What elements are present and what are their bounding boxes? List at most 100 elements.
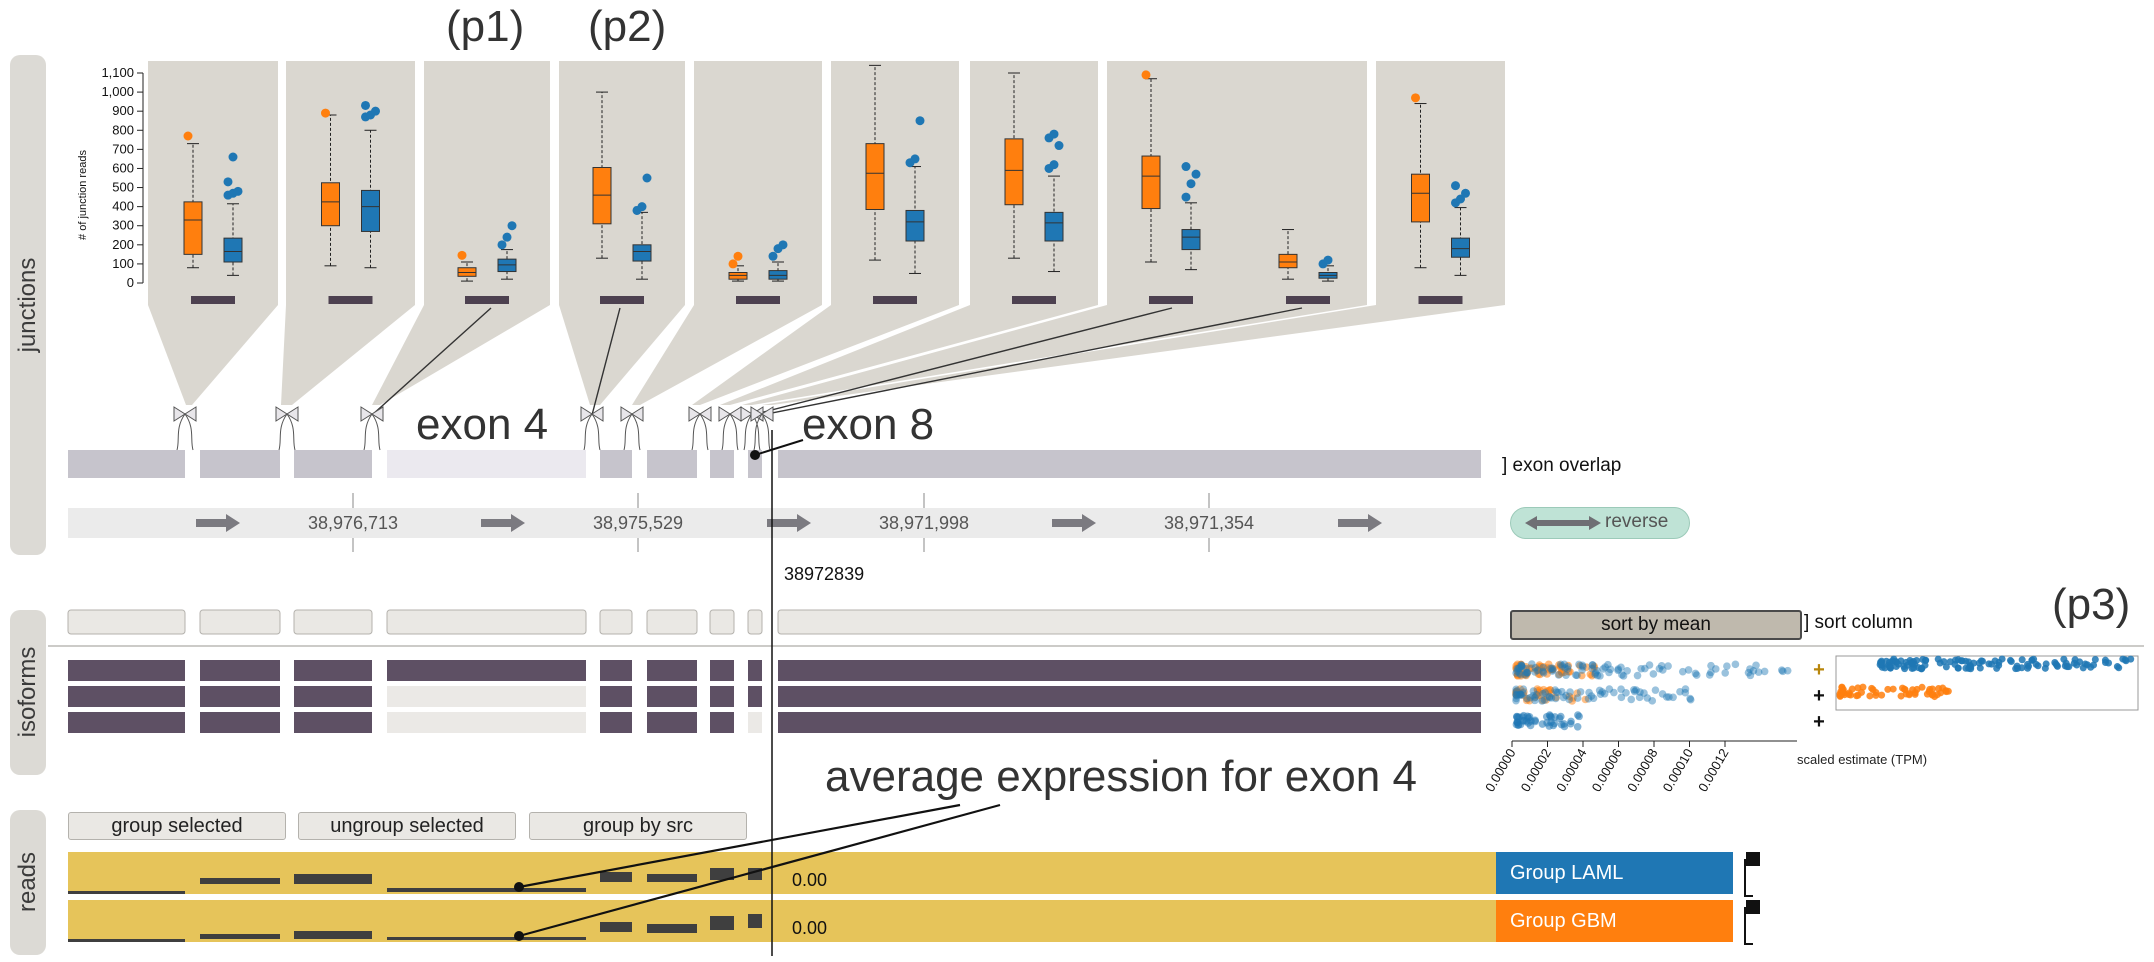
- outlier-point: [1461, 188, 1470, 198]
- bowtie-stem: [721, 413, 739, 451]
- junction-panel-1[interactable]: [148, 61, 278, 405]
- bowtie-right: [371, 406, 384, 422]
- outlier-point: [457, 250, 467, 260]
- detail-point: [2030, 655, 2038, 663]
- expand-isoform-3-icon[interactable]: +: [1813, 711, 1825, 733]
- detail-point: [1899, 684, 1907, 692]
- detail-point: [1854, 691, 1862, 699]
- expression-point: [1610, 688, 1618, 697]
- junction-panel-2[interactable]: [281, 61, 415, 405]
- expression-point: [1648, 697, 1657, 705]
- expression-point: [1523, 668, 1531, 677]
- bowtie-left: [750, 406, 763, 422]
- expression-point: [1526, 693, 1534, 702]
- group-by-src-button[interactable]: group by src: [529, 812, 747, 840]
- junction-panel-3[interactable]: [372, 61, 550, 405]
- outlier-point: [1323, 255, 1333, 265]
- sort-by-mean-label: sort by mean: [1601, 614, 1711, 635]
- expression-point: [1552, 693, 1560, 702]
- expression-point: [1532, 690, 1541, 699]
- group-laml-name: Group LAML: [1510, 862, 1624, 884]
- expression-point: [1516, 691, 1524, 699]
- expression-point: [1539, 669, 1548, 677]
- expression-point: [1512, 669, 1520, 677]
- expression-point: [1563, 665, 1572, 673]
- y-tick-label: 300: [112, 218, 134, 233]
- outlier-point: [1049, 160, 1059, 170]
- expression-point: [1538, 697, 1546, 705]
- outlier-point: [637, 202, 647, 212]
- junction-panel-4[interactable]: [559, 61, 685, 405]
- group-gbm-handle[interactable]: [1746, 900, 1760, 914]
- expression-point: [1744, 668, 1753, 677]
- junction-panel-6[interactable]: [692, 61, 959, 405]
- detail-point: [1889, 685, 1897, 693]
- detail-point: [2073, 661, 2081, 669]
- expression-point: [1513, 667, 1521, 676]
- expression-point: [1556, 660, 1565, 669]
- bowtie-stem: [753, 413, 771, 451]
- outlier-point: [768, 251, 778, 261]
- expression-point: [1523, 694, 1531, 703]
- junctions-section-tab: [10, 55, 46, 555]
- junction-panel-5[interactable]: [632, 61, 822, 405]
- annotation-p1: (p1): [446, 2, 525, 51]
- box: [1278, 253, 1298, 269]
- expression-point: [1664, 662, 1672, 670]
- bowtie-left: [620, 406, 633, 422]
- expression-point: [1640, 689, 1648, 697]
- expand-isoform-2-icon[interactable]: +: [1813, 685, 1825, 707]
- junction-panel-8[interactable]: [742, 61, 1367, 405]
- reads-track-laml[interactable]: [68, 852, 1496, 894]
- reads-track-gbm[interactable]: [68, 900, 1496, 942]
- detail-point: [1859, 683, 1867, 691]
- expand-isoform-1-icon[interactable]: +: [1813, 659, 1825, 681]
- expression-point: [1538, 696, 1547, 705]
- junction-panel-7[interactable]: [720, 61, 1098, 405]
- reverse-direction-label: reverse: [1605, 511, 1669, 532]
- expression-point: [1591, 669, 1600, 677]
- junction-panel-10[interactable]: [762, 61, 1505, 405]
- box: [632, 244, 652, 262]
- expression-point: [1538, 720, 1547, 728]
- sort-by-mean-button[interactable]: sort by mean: [1510, 610, 1802, 640]
- isoform-row-1[interactable]: [68, 660, 1481, 681]
- ungroup-selected-button[interactable]: ungroup selected: [298, 812, 516, 840]
- expression-point: [1641, 664, 1649, 673]
- isoform-row-3[interactable]: [68, 712, 1481, 733]
- expression-point: [1512, 696, 1520, 705]
- expression-point: [1746, 665, 1754, 673]
- isoform-row-2[interactable]: [68, 686, 1481, 707]
- group-laml-handle[interactable]: [1746, 852, 1760, 866]
- average-pointer-dot-laml: [514, 882, 524, 892]
- group-selected-button[interactable]: group selected: [68, 812, 286, 840]
- reverse-direction-button[interactable]: reverse: [1510, 507, 1690, 539]
- detail-point: [1940, 658, 1948, 666]
- detail-point: [2119, 655, 2127, 663]
- group-gbm-name: Group GBM: [1510, 910, 1617, 932]
- expression-point: [1578, 661, 1587, 670]
- group-gbm-label[interactable]: Group GBM: [1496, 900, 1733, 942]
- group-laml-label[interactable]: Group LAML: [1496, 852, 1733, 894]
- outlier-point: [233, 186, 243, 196]
- box: [1181, 229, 1201, 251]
- x-tick-label: 0.00004: [1553, 746, 1589, 794]
- expression-point: [1658, 690, 1667, 698]
- expression-point: [1705, 671, 1714, 679]
- detail-point: [1878, 691, 1886, 699]
- expression-point: [1517, 691, 1525, 699]
- expression-point: [1606, 665, 1615, 674]
- junction-boxplot-2: [321, 100, 380, 304]
- y-tick-label: 600: [112, 160, 134, 175]
- expression-point: [1566, 688, 1574, 696]
- outlier-point: [728, 259, 738, 269]
- bowtie-stem: [583, 413, 601, 451]
- outlier-point: [733, 251, 743, 261]
- expression-point: [1541, 688, 1549, 697]
- outlier-point: [778, 240, 788, 250]
- expression-point: [1514, 720, 1523, 729]
- expression-point: [1692, 671, 1701, 679]
- junction-marker-bar: [600, 296, 644, 304]
- expression-point: [1536, 670, 1544, 679]
- exon-overlap-label: ] exon overlap: [1502, 455, 1622, 476]
